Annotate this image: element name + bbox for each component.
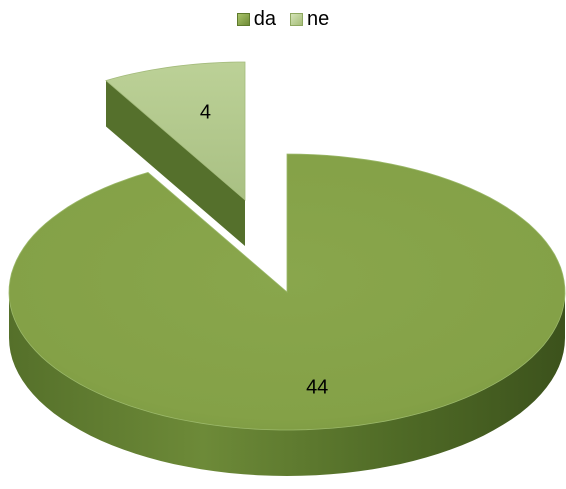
- legend: da ne: [0, 8, 566, 31]
- slice-ne-side-left: [106, 80, 245, 246]
- legend-swatch-ne: [290, 13, 303, 26]
- slice-da-side: [9, 292, 565, 476]
- data-label-da: 44: [306, 376, 328, 398]
- legend-label-da: da: [253, 8, 276, 30]
- legend-item-da: da: [236, 8, 276, 31]
- legend-label-ne: ne: [307, 8, 330, 30]
- legend-swatch-da: [236, 13, 250, 26]
- data-label-ne: 4: [200, 102, 211, 124]
- slice-da: [8, 153, 566, 431]
- slice-ne: [105, 61, 246, 201]
- legend-item-ne: ne: [290, 8, 329, 31]
